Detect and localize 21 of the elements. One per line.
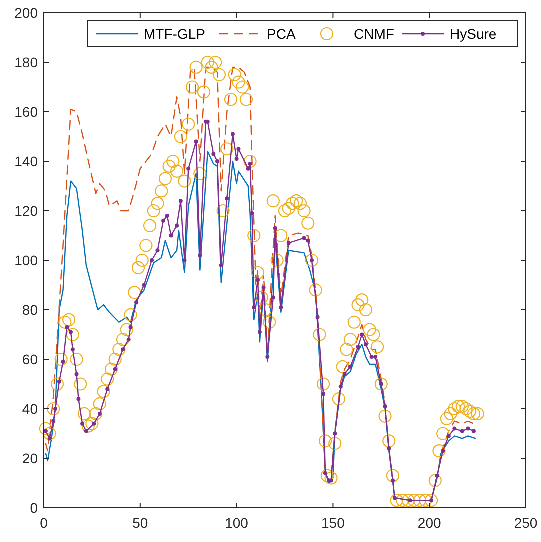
legend-label: PCA [267, 26, 296, 42]
y-tick-label: 160 [14, 104, 38, 120]
legend-label: MTF-GLP [144, 26, 206, 42]
x-tick-label: 100 [225, 515, 249, 531]
y-tick-label: 200 [14, 5, 38, 21]
y-tick-label: 80 [22, 302, 38, 318]
y-tick-label: 0 [30, 500, 38, 516]
y-tick-label: 100 [14, 252, 38, 268]
y-tick-label: 180 [14, 54, 38, 70]
legend-label: HySure [450, 26, 497, 42]
y-tick-label: 60 [22, 352, 38, 368]
y-tick-label: 40 [22, 401, 38, 417]
y-tick-label: 140 [14, 154, 38, 170]
x-tick-label: 50 [132, 515, 148, 531]
x-tick-label: 0 [40, 515, 48, 531]
x-tick-label: 200 [418, 515, 442, 531]
x-tick-label: 250 [514, 515, 538, 531]
x-tick-label: 150 [322, 515, 346, 531]
y-tick-label: 20 [22, 450, 38, 466]
legend-label: CNMF [354, 26, 394, 42]
y-tick-label: 120 [14, 203, 38, 219]
